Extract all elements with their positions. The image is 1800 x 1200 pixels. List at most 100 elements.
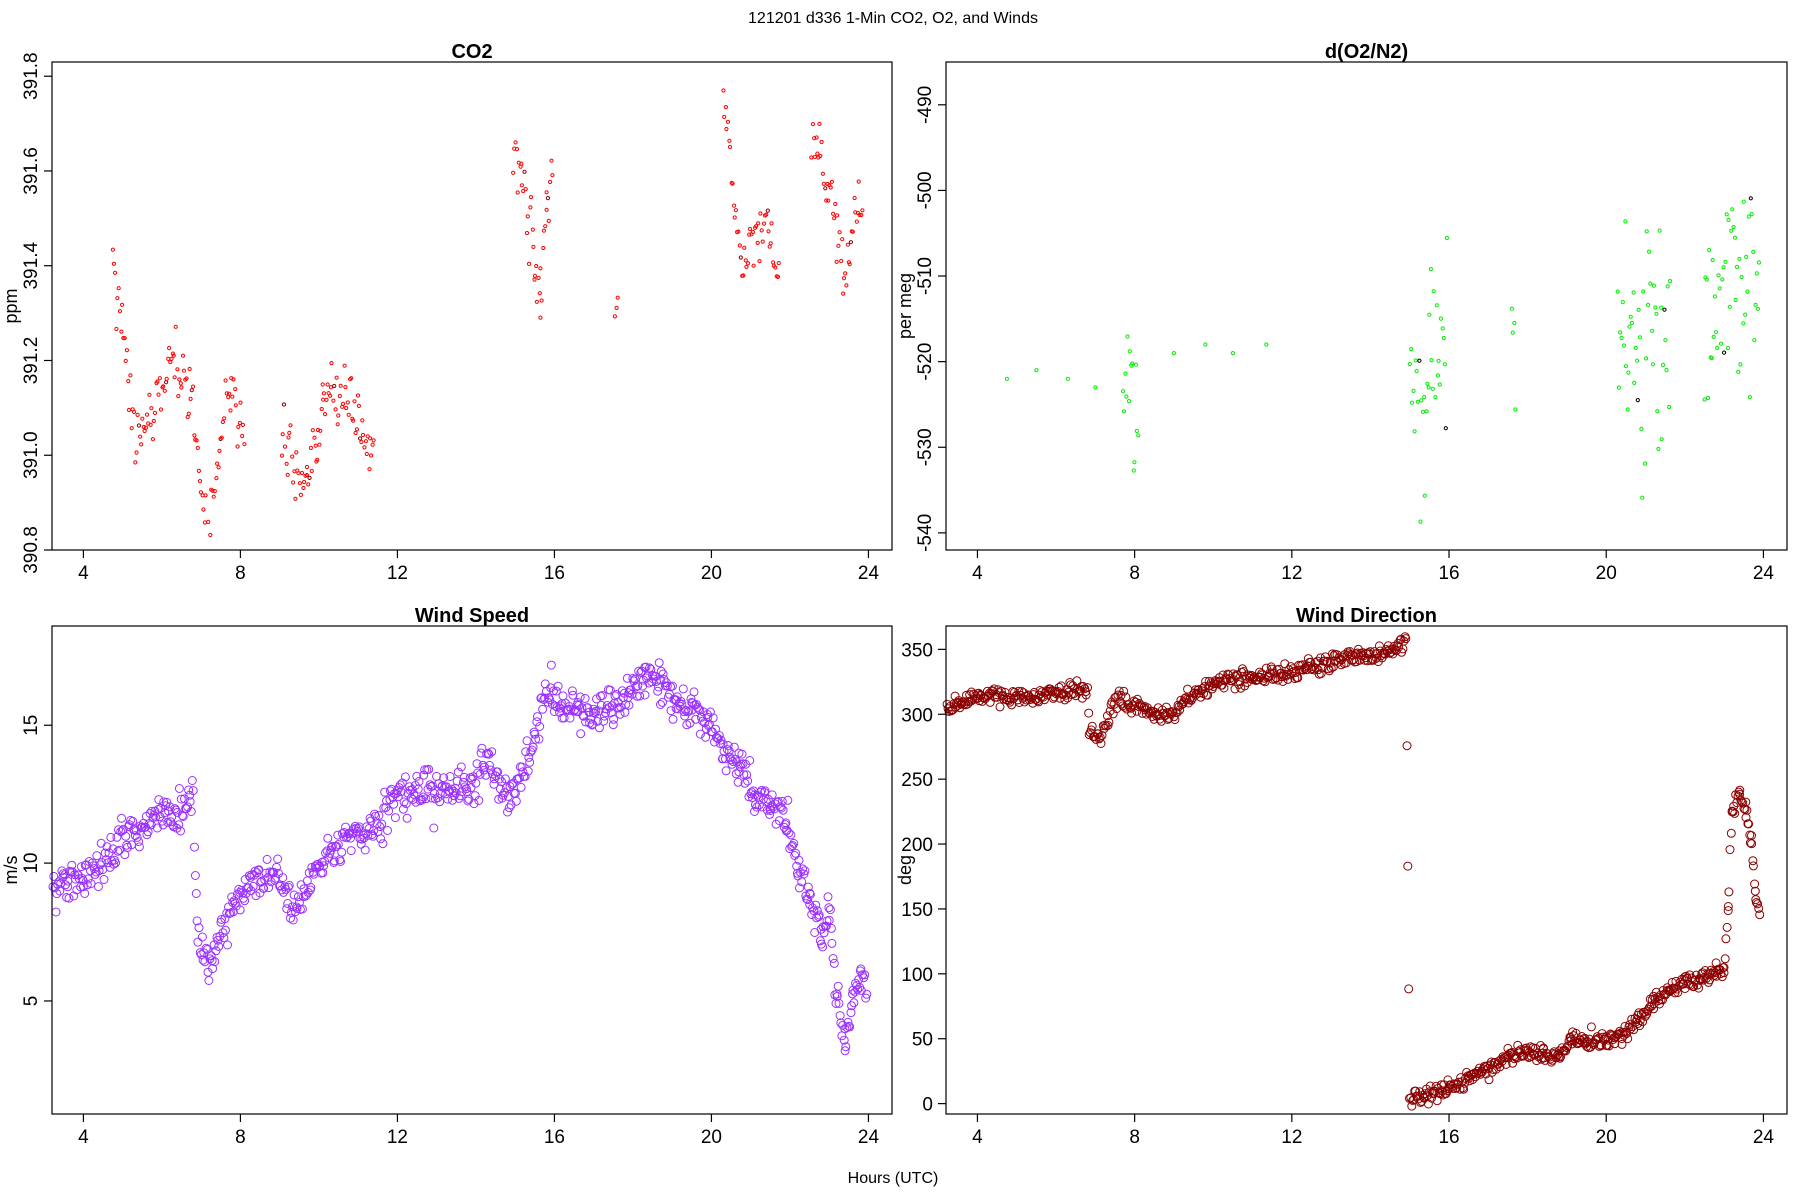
wind-speed-point	[210, 957, 220, 967]
wind-direction-point	[1454, 1077, 1464, 1087]
wind-direction-point	[1065, 678, 1075, 687]
wind-speed-point	[56, 878, 66, 888]
wind-speed-point	[523, 766, 533, 776]
co2-point	[534, 263, 539, 269]
wind-speed-point	[487, 747, 497, 757]
wind-speed-point	[511, 796, 521, 806]
co2-point	[147, 392, 152, 397]
wind-speed-point	[412, 771, 422, 781]
co2-point	[158, 407, 164, 412]
co2-point	[238, 400, 243, 405]
o2n2-point	[1721, 265, 1726, 270]
co2-point	[733, 208, 739, 213]
co2-point	[318, 428, 323, 433]
co2-point	[766, 229, 771, 234]
wind-speed-point	[321, 848, 330, 858]
wind-direction-point	[1402, 741, 1412, 751]
wind-speed-point	[283, 899, 293, 908]
wind-speed-point	[537, 693, 547, 703]
co2-point	[844, 283, 849, 288]
wind-speed-panel: Wind Speed 4 8 12 16 20 24 5 10 15 m/s	[1, 605, 893, 1148]
co2-point	[235, 444, 240, 449]
wind-speed-point	[238, 893, 248, 903]
wind-speed-point	[605, 685, 615, 695]
wind-direction-point	[1623, 1034, 1633, 1044]
wind-speed-point	[485, 760, 494, 770]
wind-direction-point	[1724, 887, 1734, 897]
wind-speed-point	[551, 701, 560, 711]
o2n2-point	[1431, 289, 1436, 294]
co2-y-tick-label: 390.8	[21, 526, 42, 574]
co2-point	[732, 203, 737, 208]
wind-direction-point	[1747, 839, 1757, 849]
wind-speed-point	[478, 760, 488, 770]
co2-point	[833, 201, 838, 207]
o2n2-point	[1623, 364, 1629, 369]
wind-direction-point	[1604, 1041, 1614, 1051]
wind-speed-point	[494, 774, 504, 784]
o2n2-point	[1434, 303, 1439, 308]
co2-point	[184, 376, 189, 381]
wind-direction-point	[1735, 785, 1745, 795]
wind-speed-point	[184, 785, 194, 795]
co2-point	[126, 379, 131, 384]
wind-speed-point	[576, 729, 586, 739]
co2-point	[756, 221, 761, 226]
wind-direction-point	[995, 702, 1005, 712]
o2n2-point	[1623, 219, 1628, 224]
wind-speed-point	[83, 874, 93, 884]
wind-speed-point	[776, 803, 786, 813]
wind-speed-point	[398, 804, 408, 814]
co2-point	[743, 258, 748, 263]
wind-speed-point	[164, 806, 174, 816]
wind-speed-point	[592, 717, 602, 726]
wind-direction-point	[1458, 1083, 1468, 1093]
o2n2-point	[1132, 460, 1137, 465]
o2n2-y-axis-label: per meg	[895, 273, 915, 339]
co2-point	[762, 221, 767, 226]
wind-direction-x-axis: 4 8 12 16 20 24	[972, 1114, 1774, 1148]
wind-speed-point	[211, 946, 221, 956]
co2-point	[832, 216, 837, 221]
co2-point	[171, 353, 176, 358]
wind-speed-point	[689, 687, 699, 697]
wind-speed-point	[377, 819, 387, 829]
wind-direction-point	[948, 705, 958, 715]
o2n2-point	[1632, 380, 1637, 385]
wind-direction-point	[1247, 675, 1257, 685]
wind-direction-point	[1280, 659, 1290, 669]
wind-direction-point	[1723, 902, 1733, 911]
o2n2-point	[1667, 278, 1673, 284]
wind-speed-point	[599, 716, 609, 726]
co2-point	[322, 412, 328, 417]
wind-speed-point	[94, 866, 104, 876]
o2n2-point	[1656, 446, 1661, 451]
wind-direction-point	[1117, 699, 1127, 709]
wind-direction-point	[1319, 656, 1329, 666]
wind-speed-point	[794, 855, 804, 865]
wind-speed-point	[246, 886, 256, 896]
o2n2-point	[1711, 334, 1716, 339]
o2n2-point	[1726, 217, 1731, 222]
co2-x-tick-label: 16	[544, 563, 565, 584]
wind-direction-point	[1387, 644, 1397, 654]
wind-speed-point	[455, 791, 465, 801]
wind-direction-x-tick-label: 20	[1596, 1127, 1617, 1148]
wind-speed-point	[402, 813, 412, 823]
o2n2-point	[1433, 395, 1438, 400]
wind-speed-point	[188, 786, 198, 796]
wind-speed-point	[814, 910, 824, 920]
wind-direction-title: Wind Direction	[1296, 605, 1437, 627]
co2-point	[857, 212, 862, 217]
o2n2-point	[1422, 394, 1427, 400]
co2-point	[524, 230, 530, 236]
wind-speed-point	[199, 948, 209, 958]
o2n2-point	[1136, 433, 1141, 438]
wind-direction-point	[1014, 686, 1024, 696]
wind-speed-point	[445, 772, 455, 781]
co2-point	[820, 171, 826, 176]
co2-points	[110, 88, 865, 538]
co2-point	[150, 437, 155, 442]
o2n2-point	[1636, 307, 1641, 312]
co2-point	[242, 442, 247, 447]
